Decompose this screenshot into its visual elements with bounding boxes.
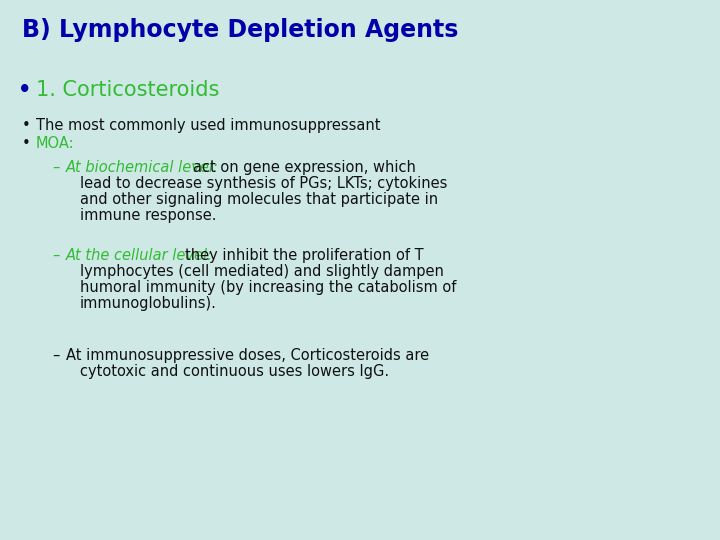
Text: immune response.: immune response.: [80, 208, 217, 223]
Text: At biochemical level:: At biochemical level:: [66, 160, 219, 175]
Text: act on gene expression, which: act on gene expression, which: [193, 160, 416, 175]
Text: 1. Corticosteroids: 1. Corticosteroids: [36, 80, 220, 100]
Text: cytotoxic and continuous uses lowers IgG.: cytotoxic and continuous uses lowers IgG…: [80, 364, 389, 379]
Text: lead to decrease synthesis of PGs; LKTs; cytokines: lead to decrease synthesis of PGs; LKTs;…: [80, 176, 447, 191]
Text: immunoglobulins).: immunoglobulins).: [80, 296, 217, 311]
Text: At the cellular level:: At the cellular level:: [66, 248, 213, 263]
Text: lymphocytes (cell mediated) and slightly dampen: lymphocytes (cell mediated) and slightly…: [80, 264, 444, 279]
Text: •: •: [18, 80, 32, 100]
Text: they inhibit the proliferation of T: they inhibit the proliferation of T: [185, 248, 423, 263]
Text: MOA:: MOA:: [36, 136, 75, 151]
Text: •: •: [22, 118, 31, 133]
Text: •: •: [22, 136, 31, 151]
Text: –: –: [52, 160, 59, 175]
Text: –: –: [52, 348, 59, 363]
Text: humoral immunity (by increasing the catabolism of: humoral immunity (by increasing the cata…: [80, 280, 456, 295]
Text: At immunosuppressive doses, Corticosteroids are: At immunosuppressive doses, Corticostero…: [66, 348, 429, 363]
Text: –: –: [52, 248, 59, 263]
Text: and other signaling molecules that participate in: and other signaling molecules that parti…: [80, 192, 438, 207]
Text: The most commonly used immunosuppressant: The most commonly used immunosuppressant: [36, 118, 380, 133]
Text: B) Lymphocyte Depletion Agents: B) Lymphocyte Depletion Agents: [22, 18, 459, 42]
